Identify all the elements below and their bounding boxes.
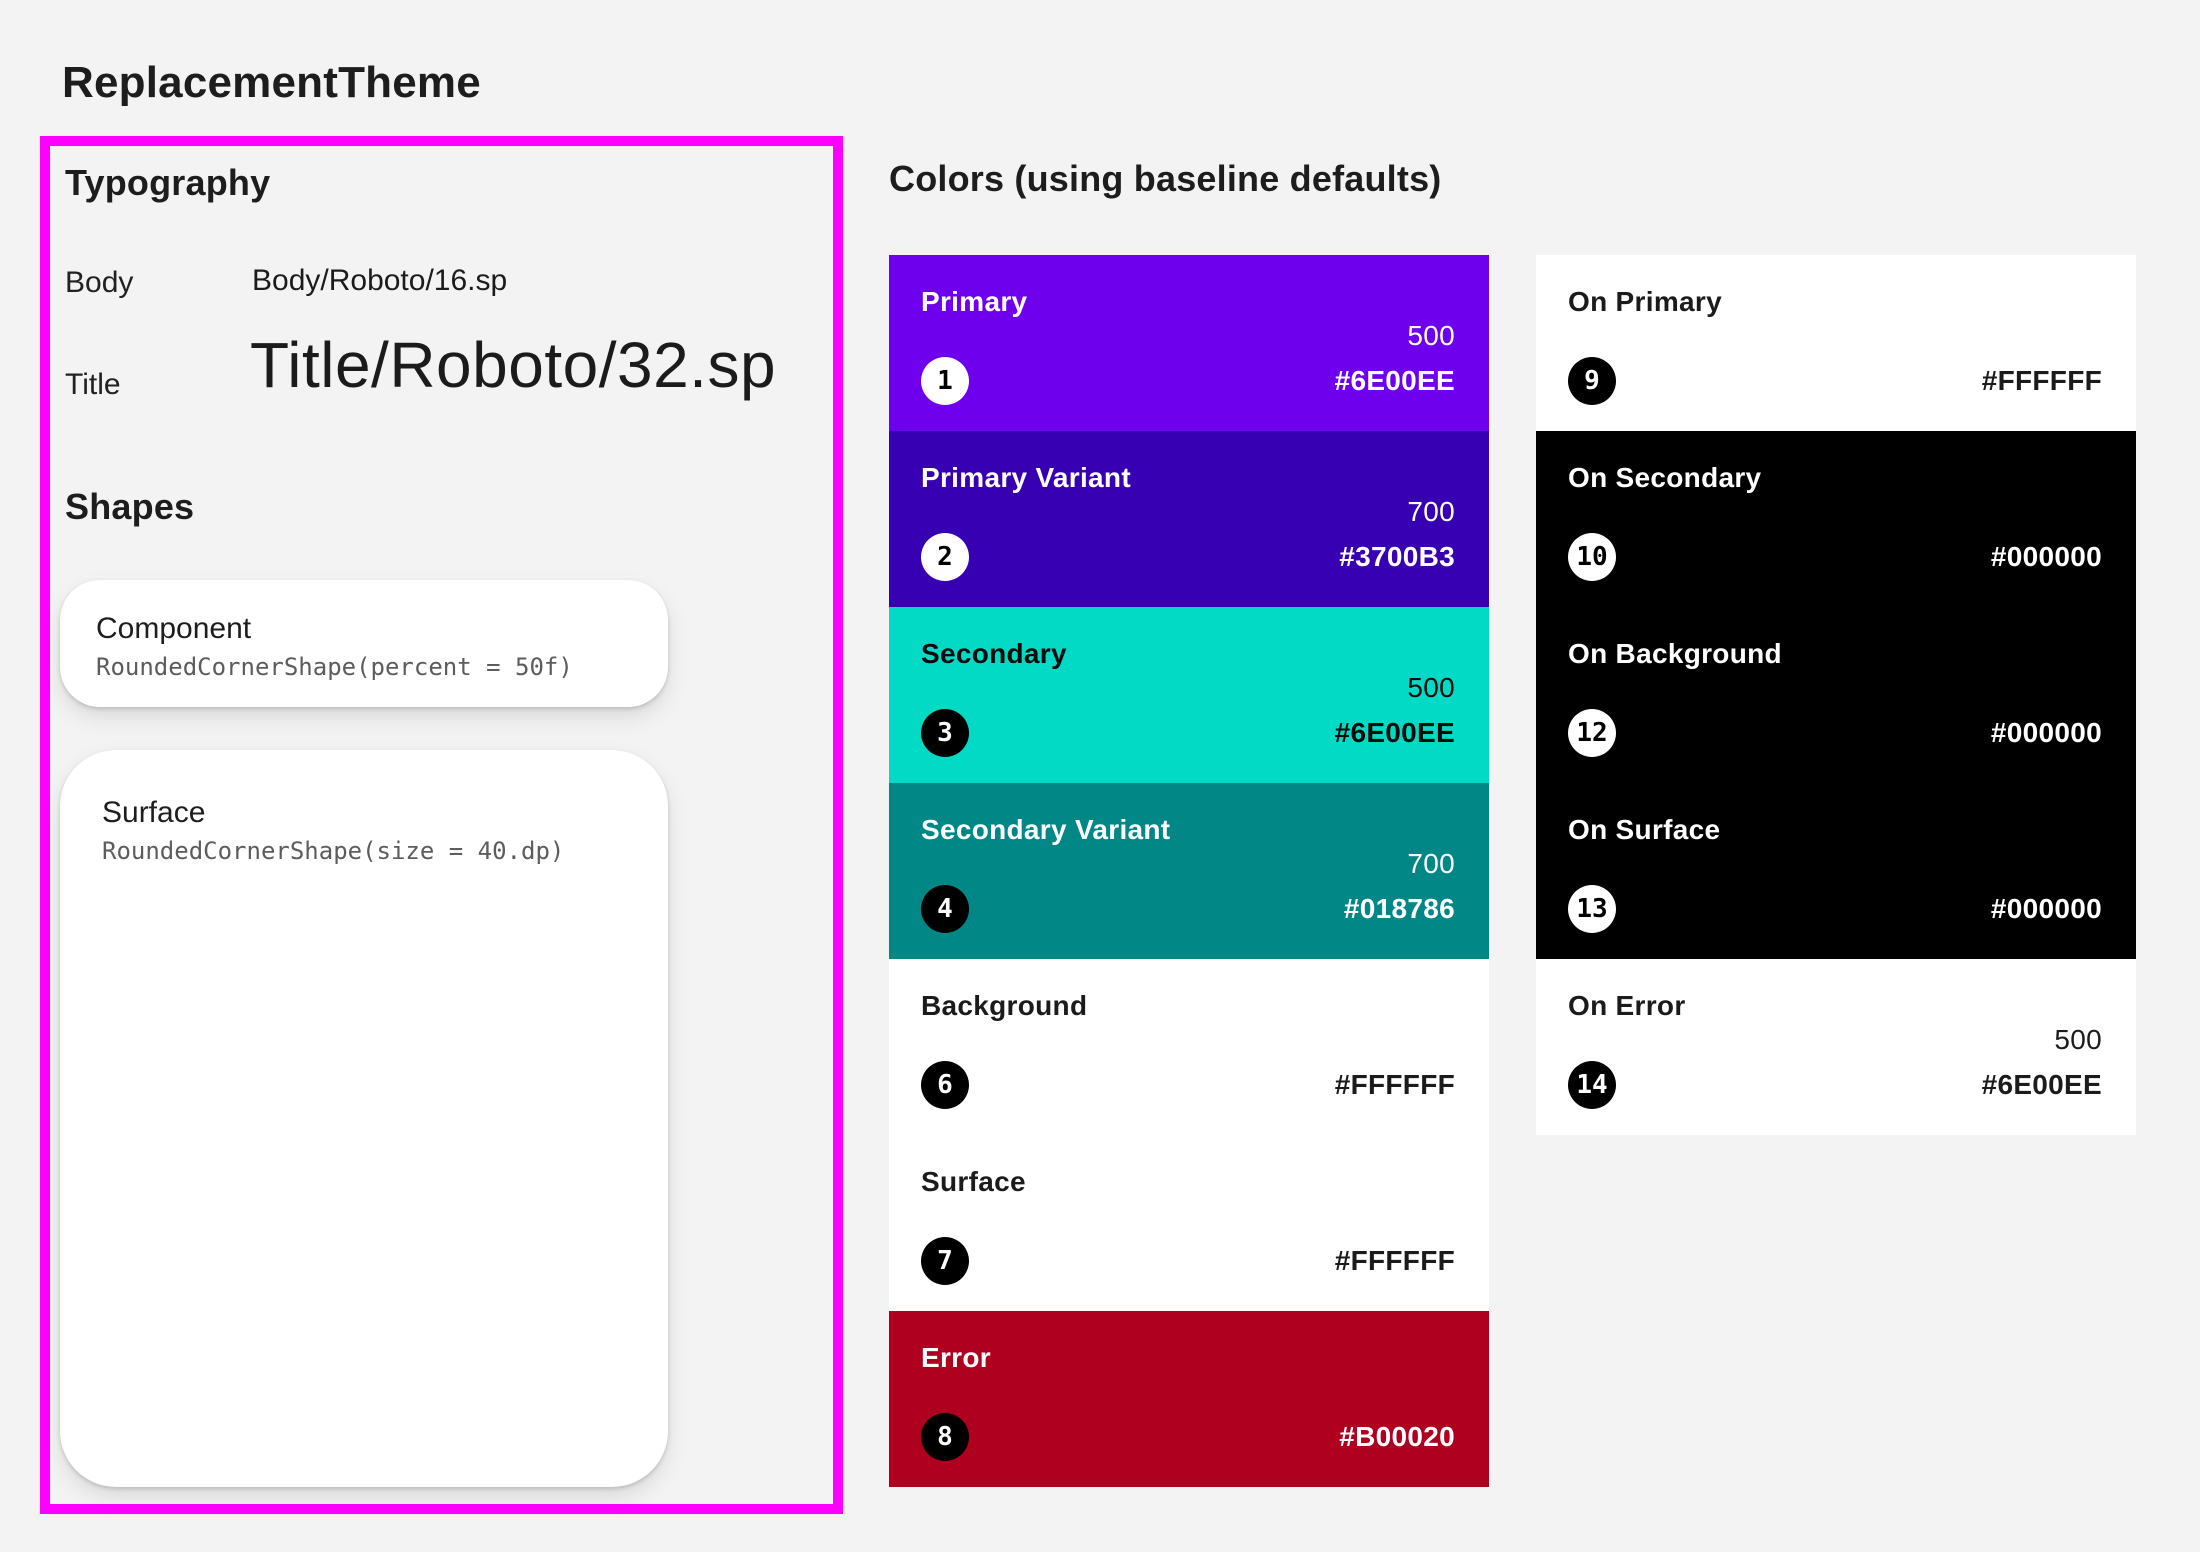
swatch-number-badge: 14 xyxy=(1568,1061,1616,1109)
swatch-name: Secondary Variant xyxy=(921,814,1171,845)
swatch-name: Error xyxy=(921,1342,991,1373)
swatch-hex: #3700B3 xyxy=(1339,541,1455,572)
swatch-hex: #018786 xyxy=(1343,893,1455,924)
color-swatch: On Background 12 #000000 xyxy=(1536,607,2136,783)
swatch-number-badge: 3 xyxy=(921,709,969,757)
shape-card-title: Component xyxy=(96,612,252,645)
component-shape-card: Component RoundedCornerShape(percent = 5… xyxy=(60,580,668,707)
typography-row-label: Body xyxy=(65,266,134,299)
colors-column-main: Primary 500 1 #6E00EE Primary Variant 70… xyxy=(889,255,1489,1487)
swatch-hex: #6E00EE xyxy=(1334,365,1455,396)
swatch-weight: 500 xyxy=(1407,672,1455,703)
color-swatch: Background 6 #FFFFFF xyxy=(889,959,1489,1135)
color-swatch: On Surface 13 #000000 xyxy=(1536,783,2136,959)
swatch-weight: 700 xyxy=(1407,496,1455,527)
swatch-name: Primary xyxy=(921,286,1028,317)
swatch-number-badge: 13 xyxy=(1568,885,1616,933)
swatch-weight: 700 xyxy=(1407,848,1455,879)
swatch-number-badge: 12 xyxy=(1568,709,1616,757)
swatch-bottom-row: 9 #FFFFFF xyxy=(1568,357,2102,405)
typography-row-value: Title/Roboto/32.sp xyxy=(250,329,777,401)
swatch-number-badge: 2 xyxy=(921,533,969,581)
swatch-bottom-row: 6 #FFFFFF xyxy=(921,1061,1455,1109)
swatch-name: On Background xyxy=(1568,638,1782,669)
swatch-number-badge: 10 xyxy=(1568,533,1616,581)
color-swatch: On Primary 9 #FFFFFF xyxy=(1536,255,2136,431)
swatch-weight: 500 xyxy=(1407,320,1455,351)
swatch-number-badge: 8 xyxy=(921,1413,969,1461)
swatch-hex: #000000 xyxy=(1990,717,2102,748)
swatch-name: Surface xyxy=(921,1166,1026,1197)
typography-section-heading: Typography xyxy=(65,162,271,203)
swatch-name: Background xyxy=(921,990,1088,1021)
color-swatch: Surface 7 #FFFFFF xyxy=(889,1135,1489,1311)
swatch-bottom-row: 12 #000000 xyxy=(1568,709,2102,757)
shapes-section-heading: Shapes xyxy=(65,486,195,527)
shape-card-code: RoundedCornerShape(size = 40.dp) xyxy=(102,837,565,865)
swatch-name: On Error xyxy=(1568,990,1686,1021)
swatch-bottom-row: 2 #3700B3 xyxy=(921,533,1455,581)
swatch-number-badge: 4 xyxy=(921,885,969,933)
typography-row-value: Body/Roboto/16.sp xyxy=(252,264,508,297)
color-swatch: Error 8 #B00020 xyxy=(889,1311,1489,1487)
surface-shape-card: Surface RoundedCornerShape(size = 40.dp) xyxy=(60,750,668,1487)
swatch-hex: #000000 xyxy=(1990,541,2102,572)
shape-card-title: Surface xyxy=(102,796,206,829)
color-swatch: Secondary Variant 700 4 #018786 xyxy=(889,783,1489,959)
swatch-name: On Surface xyxy=(1568,814,1721,845)
swatch-bottom-row: 1 #6E00EE xyxy=(921,357,1455,405)
swatch-bottom-row: 14 #6E00EE xyxy=(1568,1061,2102,1109)
swatch-number-badge: 7 xyxy=(921,1237,969,1285)
swatch-hex: #6E00EE xyxy=(1334,717,1455,748)
typography-shapes-highlight-box: Typography Body Body/Roboto/16.sp Title … xyxy=(40,136,843,1514)
swatch-hex: #FFFFFF xyxy=(1334,1245,1455,1276)
color-swatch: Primary 500 1 #6E00EE xyxy=(889,255,1489,431)
swatch-bottom-row: 4 #018786 xyxy=(921,885,1455,933)
swatch-weight: 500 xyxy=(2054,1024,2102,1055)
swatch-name: Primary Variant xyxy=(921,462,1131,493)
swatch-number-badge: 1 xyxy=(921,357,969,405)
shape-card-code: RoundedCornerShape(percent = 50f) xyxy=(96,653,573,681)
swatch-number-badge: 6 xyxy=(921,1061,969,1109)
color-swatch: On Secondary 10 #000000 xyxy=(1536,431,2136,607)
color-swatch: Secondary 500 3 #6E00EE xyxy=(889,607,1489,783)
color-swatch: Primary Variant 700 2 #3700B3 xyxy=(889,431,1489,607)
page-title: ReplacementTheme xyxy=(62,58,481,107)
swatch-bottom-row: 13 #000000 xyxy=(1568,885,2102,933)
typography-row-label: Title xyxy=(65,368,121,401)
color-swatch: On Error 500 14 #6E00EE xyxy=(1536,959,2136,1135)
swatch-name: Secondary xyxy=(921,638,1067,669)
swatch-name: On Secondary xyxy=(1568,462,1762,493)
swatch-number-badge: 9 xyxy=(1568,357,1616,405)
swatch-hex: #FFFFFF xyxy=(1334,1069,1455,1100)
swatch-hex: #6E00EE xyxy=(1981,1069,2102,1100)
swatch-bottom-row: 10 #000000 xyxy=(1568,533,2102,581)
colors-section-heading: Colors (using baseline defaults) xyxy=(889,158,1442,199)
swatch-hex: #B00020 xyxy=(1339,1421,1455,1452)
swatch-bottom-row: 7 #FFFFFF xyxy=(921,1237,1455,1285)
swatch-hex: #FFFFFF xyxy=(1981,365,2102,396)
colors-column-on: On Primary 9 #FFFFFF On Secondary 10 #00… xyxy=(1536,255,2136,1135)
swatch-bottom-row: 8 #B00020 xyxy=(921,1413,1455,1461)
swatch-name: On Primary xyxy=(1568,286,1722,317)
swatch-bottom-row: 3 #6E00EE xyxy=(921,709,1455,757)
swatch-hex: #000000 xyxy=(1990,893,2102,924)
